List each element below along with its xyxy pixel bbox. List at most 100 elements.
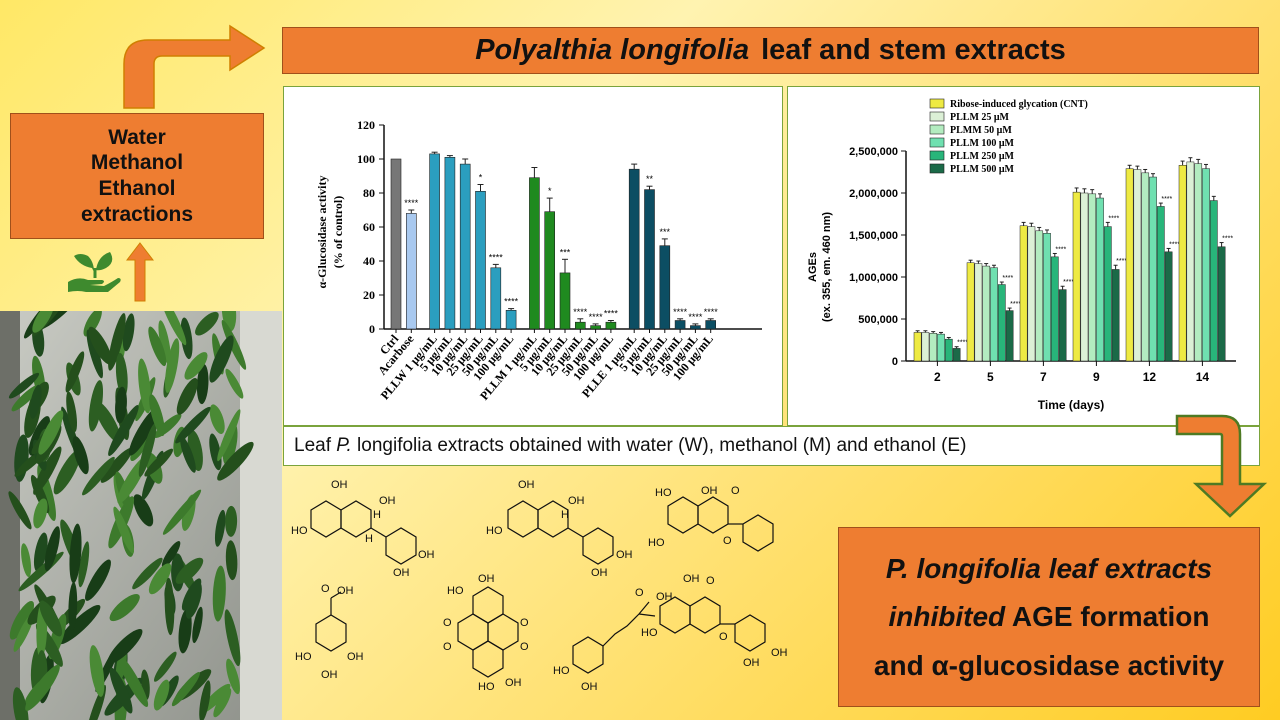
m1-label: H xyxy=(365,533,373,545)
caption-species-2: longifolia xyxy=(351,435,433,456)
leaf xyxy=(164,577,175,636)
legend-label: Ribose-induced glycation (CNT) xyxy=(950,99,1088,110)
leaf xyxy=(72,436,89,475)
leaf xyxy=(180,317,193,360)
leaf xyxy=(133,494,154,527)
bar xyxy=(490,267,502,330)
glucosidase-chart-panel: 0 20 40 60 80 100 120 α-Glucosidase activity (% … xyxy=(283,86,783,426)
legend-label: PLMM 50 μM xyxy=(950,125,1012,136)
m1-label: HO xyxy=(291,525,308,537)
bar xyxy=(590,325,601,330)
bar xyxy=(559,272,571,330)
leaf xyxy=(164,338,180,393)
title-species: Polyalthia longifolia xyxy=(475,34,750,66)
leaf xyxy=(221,320,247,370)
significance-label: **** xyxy=(504,297,519,307)
bar xyxy=(944,338,953,362)
leaf xyxy=(108,405,139,456)
y-tick-label: 60 xyxy=(363,220,375,234)
leaf xyxy=(144,448,174,477)
m4-label: HO xyxy=(295,651,312,663)
structure-epicatechin xyxy=(507,500,614,565)
leaf xyxy=(85,559,111,601)
m6-label: OH xyxy=(581,681,598,693)
bar xyxy=(1058,289,1067,362)
structure-caffeic-acid xyxy=(572,601,656,674)
significance-label: **** xyxy=(604,309,619,319)
bar xyxy=(929,333,938,362)
significance-label: *** xyxy=(560,247,571,257)
leaf xyxy=(226,658,240,695)
leaf xyxy=(214,509,226,547)
leaf xyxy=(160,311,187,346)
m6-label: O xyxy=(635,587,644,599)
significance-label: **** xyxy=(673,307,688,317)
bar xyxy=(966,262,975,362)
leaf xyxy=(53,449,81,495)
m1-label: OH xyxy=(379,495,396,507)
leaf xyxy=(100,447,133,483)
significance-label: * xyxy=(548,186,552,196)
hand-plant-icon xyxy=(68,252,121,292)
bar xyxy=(605,321,617,330)
leaf xyxy=(149,394,165,437)
leaf xyxy=(68,582,78,631)
bar xyxy=(444,157,456,330)
bar xyxy=(544,211,556,330)
y-tick-label: 40 xyxy=(363,254,375,268)
bar xyxy=(1202,168,1210,362)
x-tick-label: 9 xyxy=(1093,370,1100,384)
m7-label: O xyxy=(706,575,715,587)
m5-label: OH xyxy=(505,677,522,689)
y-tick-label: 0 xyxy=(892,356,898,368)
y-tick-label: 0 xyxy=(369,322,375,336)
significance-label: **** xyxy=(573,307,588,317)
significance-label: **** xyxy=(1222,236,1233,243)
m4-label: OH xyxy=(337,585,354,597)
m2-label: H xyxy=(561,509,569,521)
bar xyxy=(974,263,983,362)
leaf xyxy=(21,543,32,578)
leaf xyxy=(213,688,232,718)
conclusion-line-1: P. longifolia leaf extracts xyxy=(885,552,1213,584)
leaf xyxy=(184,352,208,380)
leaf xyxy=(196,363,209,405)
leaf xyxy=(181,578,202,611)
bar xyxy=(459,163,471,330)
bar xyxy=(390,158,402,330)
legend-swatch xyxy=(929,98,945,109)
m2-label: OH xyxy=(591,567,608,579)
significance-label: **** xyxy=(704,307,719,317)
leaf xyxy=(82,456,115,496)
leaf xyxy=(8,491,32,530)
m3-label: O xyxy=(723,535,732,547)
leaf xyxy=(138,358,152,414)
significance-label: *** xyxy=(660,227,671,237)
legend-swatch xyxy=(929,111,945,122)
significance-label: **** xyxy=(404,198,419,208)
caption-species: P. xyxy=(336,435,352,456)
leaf xyxy=(217,409,241,462)
bar xyxy=(1141,172,1150,362)
significance-label: **** xyxy=(489,252,504,262)
leaf xyxy=(225,505,238,537)
significance-label: **** xyxy=(1010,301,1021,308)
leaf xyxy=(11,384,41,412)
bar xyxy=(574,321,586,330)
bar xyxy=(937,333,945,362)
x-axis-label: Time (days) xyxy=(1038,398,1104,412)
significance-label: **** xyxy=(1116,258,1127,265)
leaf xyxy=(108,313,126,371)
leaf xyxy=(78,541,90,588)
bar xyxy=(997,284,1006,362)
bar xyxy=(1217,246,1226,362)
m7-label: HO xyxy=(641,627,658,639)
leaf xyxy=(113,506,135,554)
leaf xyxy=(88,326,112,365)
leaf xyxy=(89,645,105,697)
bar xyxy=(475,191,486,330)
leaf xyxy=(161,541,181,568)
leaf xyxy=(12,687,29,720)
bar xyxy=(1043,233,1051,362)
x-tick-label: 5 xyxy=(987,370,994,384)
